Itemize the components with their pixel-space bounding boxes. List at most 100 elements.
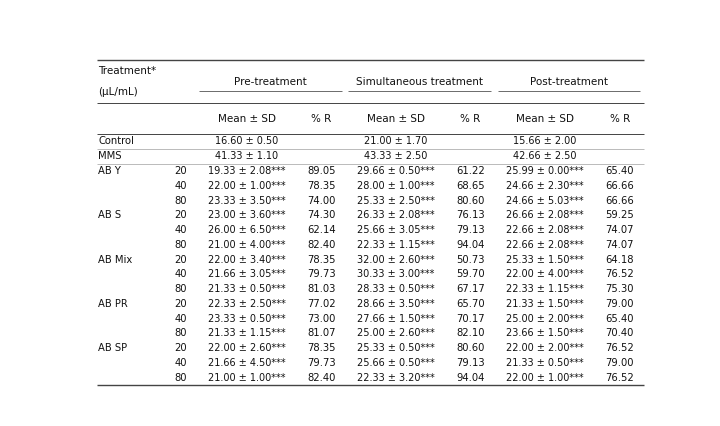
Text: Pre-treatment: Pre-treatment <box>234 77 307 86</box>
Text: 80: 80 <box>175 284 187 294</box>
Text: 94.04: 94.04 <box>456 373 485 383</box>
Text: % R: % R <box>460 113 481 124</box>
Text: 30.33 ± 3.00***: 30.33 ± 3.00*** <box>357 269 435 279</box>
Text: Treatment*: Treatment* <box>99 66 156 76</box>
Text: 21.00 ± 1.00***: 21.00 ± 1.00*** <box>208 373 285 383</box>
Text: 40: 40 <box>175 269 187 279</box>
Text: 21.66 ± 4.50***: 21.66 ± 4.50*** <box>208 358 285 368</box>
Text: 21.00 ± 1.70: 21.00 ± 1.70 <box>364 136 428 147</box>
Text: 28.66 ± 3.50***: 28.66 ± 3.50*** <box>357 299 435 309</box>
Text: 22.00 ± 2.60***: 22.00 ± 2.60*** <box>207 343 285 353</box>
Text: 22.66 ± 2.08***: 22.66 ± 2.08*** <box>506 225 584 235</box>
Text: 23.33 ± 3.50***: 23.33 ± 3.50*** <box>208 196 285 205</box>
Text: 22.33 ± 2.50***: 22.33 ± 2.50*** <box>207 299 286 309</box>
Text: 80: 80 <box>175 196 187 205</box>
Text: 59.70: 59.70 <box>456 269 485 279</box>
Text: 25.66 ± 0.50***: 25.66 ± 0.50*** <box>357 358 435 368</box>
Text: 43.33 ± 2.50: 43.33 ± 2.50 <box>364 151 428 161</box>
Text: 80: 80 <box>175 373 187 383</box>
Text: 23.33 ± 0.50***: 23.33 ± 0.50*** <box>208 314 285 324</box>
Text: AB S: AB S <box>99 210 122 220</box>
Text: 74.00: 74.00 <box>307 196 336 205</box>
Text: 79.00: 79.00 <box>606 299 634 309</box>
Text: 62.14: 62.14 <box>307 225 336 235</box>
Text: 22.00 ± 3.40***: 22.00 ± 3.40*** <box>208 255 285 265</box>
Text: 40: 40 <box>175 225 187 235</box>
Text: 77.02: 77.02 <box>307 299 336 309</box>
Text: 20: 20 <box>175 166 187 176</box>
Text: 74.30: 74.30 <box>307 210 336 220</box>
Text: 65.40: 65.40 <box>606 314 634 324</box>
Text: 76.52: 76.52 <box>606 373 634 383</box>
Text: 25.66 ± 3.05***: 25.66 ± 3.05*** <box>357 225 435 235</box>
Text: 82.40: 82.40 <box>307 240 336 250</box>
Text: 22.33 ± 3.20***: 22.33 ± 3.20*** <box>357 373 435 383</box>
Text: 89.05: 89.05 <box>307 166 336 176</box>
Text: 64.18: 64.18 <box>606 255 634 265</box>
Text: 76.13: 76.13 <box>456 210 485 220</box>
Text: 41.33 ± 1.10: 41.33 ± 1.10 <box>215 151 278 161</box>
Text: 28.00 ± 1.00***: 28.00 ± 1.00*** <box>357 181 435 191</box>
Text: 19.33 ± 2.08***: 19.33 ± 2.08*** <box>208 166 285 176</box>
Text: 28.33 ± 0.50***: 28.33 ± 0.50*** <box>357 284 435 294</box>
Text: % R: % R <box>311 113 331 124</box>
Text: 81.03: 81.03 <box>307 284 336 294</box>
Text: AB Mix: AB Mix <box>99 255 132 265</box>
Text: 65.40: 65.40 <box>606 166 634 176</box>
Text: 79.73: 79.73 <box>307 358 336 368</box>
Text: Simultaneous treatment: Simultaneous treatment <box>356 77 483 86</box>
Text: 50.73: 50.73 <box>456 255 485 265</box>
Text: 79.00: 79.00 <box>606 358 634 368</box>
Text: 42.66 ± 2.50: 42.66 ± 2.50 <box>513 151 577 161</box>
Text: 80.60: 80.60 <box>456 343 485 353</box>
Text: 74.07: 74.07 <box>606 225 634 235</box>
Text: AB PR: AB PR <box>99 299 128 309</box>
Text: 70.40: 70.40 <box>606 328 634 338</box>
Text: 22.00 ± 1.00***: 22.00 ± 1.00*** <box>506 373 584 383</box>
Text: 70.17: 70.17 <box>456 314 485 324</box>
Text: 23.66 ± 1.50***: 23.66 ± 1.50*** <box>506 328 584 338</box>
Text: 74.07: 74.07 <box>606 240 634 250</box>
Text: 75.30: 75.30 <box>606 284 634 294</box>
Text: 22.66 ± 2.08***: 22.66 ± 2.08*** <box>506 240 584 250</box>
Text: 22.00 ± 4.00***: 22.00 ± 4.00*** <box>506 269 584 279</box>
Text: 21.33 ± 1.15***: 21.33 ± 1.15*** <box>208 328 285 338</box>
Text: 78.35: 78.35 <box>307 343 336 353</box>
Text: 40: 40 <box>175 358 187 368</box>
Text: 82.40: 82.40 <box>307 373 336 383</box>
Text: 21.33 ± 1.50***: 21.33 ± 1.50*** <box>506 299 584 309</box>
Text: 81.07: 81.07 <box>307 328 336 338</box>
Text: 78.35: 78.35 <box>307 181 336 191</box>
Text: 80.60: 80.60 <box>456 196 485 205</box>
Text: 22.00 ± 2.00***: 22.00 ± 2.00*** <box>506 343 584 353</box>
Text: 65.70: 65.70 <box>456 299 485 309</box>
Text: 21.33 ± 0.50***: 21.33 ± 0.50*** <box>208 284 285 294</box>
Text: 24.66 ± 5.03***: 24.66 ± 5.03*** <box>506 196 584 205</box>
Text: 66.66: 66.66 <box>606 181 634 191</box>
Text: Mean ± SD: Mean ± SD <box>217 113 276 124</box>
Text: 73.00: 73.00 <box>307 314 336 324</box>
Text: AB Y: AB Y <box>99 166 121 176</box>
Text: 25.99 ± 0.00***: 25.99 ± 0.00*** <box>506 166 584 176</box>
Text: 76.52: 76.52 <box>606 269 634 279</box>
Text: 59.25: 59.25 <box>606 210 634 220</box>
Text: 66.66: 66.66 <box>606 196 634 205</box>
Text: Control: Control <box>99 136 134 147</box>
Text: 32.00 ± 2.60***: 32.00 ± 2.60*** <box>357 255 435 265</box>
Text: 21.00 ± 4.00***: 21.00 ± 4.00*** <box>208 240 285 250</box>
Text: 27.66 ± 1.50***: 27.66 ± 1.50*** <box>357 314 435 324</box>
Text: 22.33 ± 1.15***: 22.33 ± 1.15*** <box>506 284 584 294</box>
Text: 20: 20 <box>175 299 187 309</box>
Text: (μL/mL): (μL/mL) <box>99 87 138 98</box>
Text: 40: 40 <box>175 181 187 191</box>
Text: 67.17: 67.17 <box>456 284 485 294</box>
Text: 25.00 ± 2.00***: 25.00 ± 2.00*** <box>506 314 584 324</box>
Text: 24.66 ± 2.30***: 24.66 ± 2.30*** <box>506 181 584 191</box>
Text: 21.66 ± 3.05***: 21.66 ± 3.05*** <box>208 269 285 279</box>
Text: 20: 20 <box>175 343 187 353</box>
Text: 26.00 ± 6.50***: 26.00 ± 6.50*** <box>208 225 285 235</box>
Text: 22.33 ± 1.15***: 22.33 ± 1.15*** <box>357 240 435 250</box>
Text: 80: 80 <box>175 328 187 338</box>
Text: 25.33 ± 0.50***: 25.33 ± 0.50*** <box>357 343 435 353</box>
Text: 26.33 ± 2.08***: 26.33 ± 2.08*** <box>357 210 435 220</box>
